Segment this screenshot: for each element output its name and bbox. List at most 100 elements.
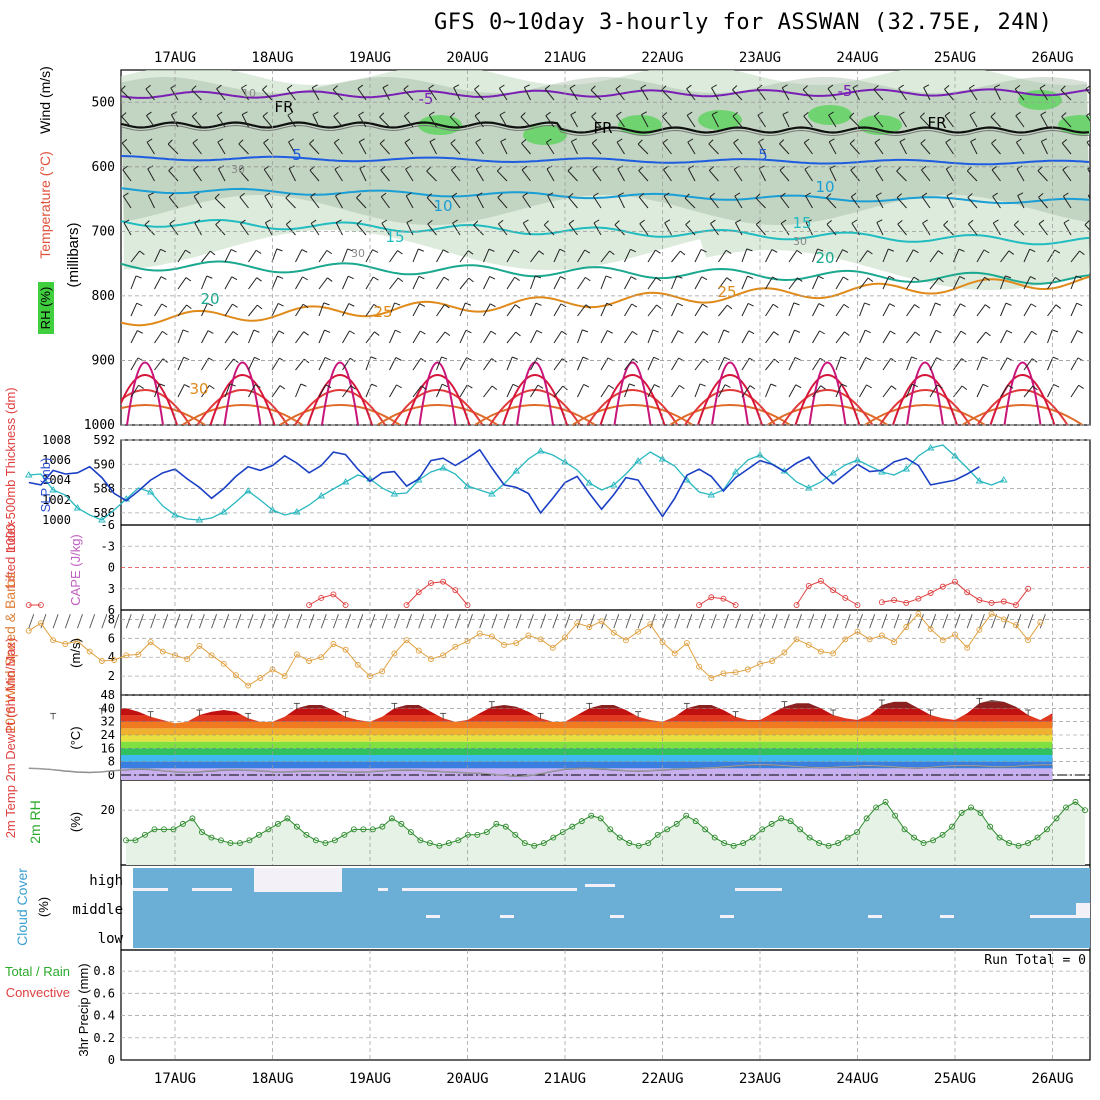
wind-barb [1070,330,1078,344]
wind-speed-series-point [427,656,434,663]
wind-speed-series-point [281,673,288,680]
wind-barb [850,169,860,182]
wind-barb [177,357,185,371]
wind-barb-flag [443,249,449,254]
wind-barb-flag [911,356,918,360]
wind-barb [812,303,820,317]
wind-barb [1095,331,1100,343]
wind-barb-flag [1054,249,1061,254]
wind-barb [967,197,978,209]
temp-color-band [121,761,1053,769]
wind-barb [146,141,155,155]
wind-barb-flag [535,302,542,306]
wind-barb [1038,223,1048,236]
wind-speed-series-point [866,636,873,643]
wind-barb [708,143,719,155]
wind-barb [1095,304,1100,316]
wind-barb-flag [780,192,786,198]
rh-series-point [930,837,937,844]
wind-barb-flag [559,248,566,253]
wind-barb [921,196,931,209]
wind-barb [451,196,461,209]
wind-barb [506,304,516,317]
surface-wind-barb [357,614,364,629]
wind-barb-flag [374,331,380,336]
wind-barb-flag [616,138,623,143]
wind-barb [271,357,280,371]
wind-barb [154,249,161,263]
wind-barb-flag [615,84,621,90]
wind-barb [429,141,437,155]
wind-speed-series-point [574,620,581,627]
wind-barb [826,197,837,209]
wind-barb [734,195,743,209]
wind-barb-flag [491,385,498,391]
wind-barb-flag [702,303,708,308]
wind-barb [191,89,202,101]
wind-barb-flag [819,330,825,335]
wind-barb [365,276,374,290]
wind-barb [920,169,931,182]
boundary-layer-isotherm [126,361,164,425]
wind-speed-series-point [598,618,605,625]
surface-wind-barb [52,614,59,629]
wind-barb-flag [733,138,739,144]
cloud-units-label: (%) [36,897,51,917]
wind-barb [788,277,798,290]
lifted-index-series-point [891,597,898,604]
wind-barb-flag [522,192,528,197]
wind-barb-flag [606,302,613,307]
wind-barb-flag [207,302,214,307]
surface-wind-barb [186,614,193,629]
wind-barb [453,87,461,101]
wind-barb-flag [888,275,895,280]
wind-barb-flag [335,219,342,223]
rh-series-point [199,829,205,836]
rh-series-point [635,842,642,849]
wind-barb [1014,88,1025,101]
lifted-index-series-point [988,599,995,606]
wind-barb-flag [348,303,355,307]
wind-barb [193,169,202,182]
temp-color-band [121,708,1053,715]
wind-barb-flag [444,304,450,309]
contour-label: 20 [200,290,219,308]
rh-series-point [426,840,433,847]
wind-barb-flag [1038,193,1044,198]
wind-barb-flag [677,302,684,307]
wind-speed-series-point [891,639,898,646]
top-date-axis: 17AUG 18AUG 19AUG 20AUG 21AUG 22AUG 23AUG 24AUG… [154,50,1074,66]
wind-barb-flag [755,220,762,225]
rh-series-point [493,820,500,827]
rh-series-point [778,815,785,822]
wind-barb [121,142,132,155]
wind-barb [1070,250,1081,263]
cloud-panel: high middle low [72,868,1090,948]
wind-barb [356,223,367,236]
wind-barb [365,249,374,263]
wind-barb-flag [285,193,291,199]
wind-barb [718,357,725,371]
wind-barb-flag [993,219,999,224]
wind-barb [506,249,515,263]
wind-barb [553,249,561,263]
date-label-top: 24AUG [836,50,878,66]
wind-barb [459,277,470,290]
rh-series-point [360,826,367,833]
wind-barb [664,222,672,236]
lifted-index-series-point [732,602,739,608]
wind-barb [671,275,678,290]
wind-barb-flag [186,304,192,310]
wind-barb [553,358,563,371]
wind-barb [592,195,602,209]
wind-barb [193,195,202,209]
surface-wind-barb [893,614,900,629]
wind-barb-flag [593,219,600,224]
wind-barb-flag [310,219,317,224]
wind-barb [154,383,160,398]
wind-barb [1047,249,1056,263]
wind-speed-series-point [306,658,313,664]
boundary-layer-isotherm [294,389,386,425]
wind-barb-flag [826,193,832,199]
wind-barb-flag [474,111,481,117]
